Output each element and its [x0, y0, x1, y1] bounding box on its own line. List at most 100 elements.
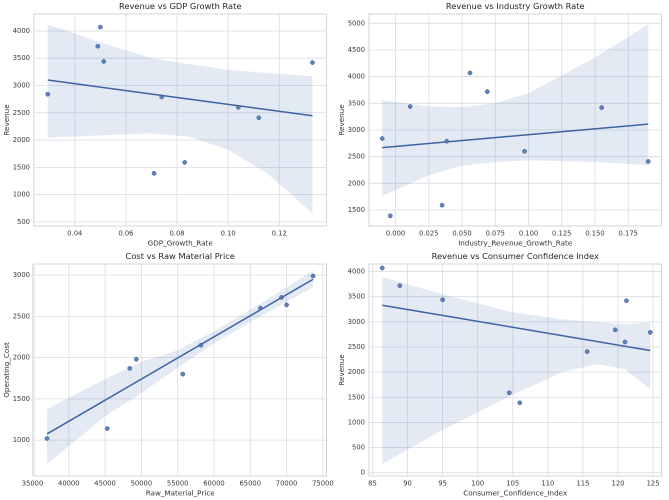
y-tick-label: 0 — [360, 469, 364, 477]
x-axis-label: Raw_Material_Price — [146, 488, 216, 497]
data-point — [279, 295, 284, 300]
regression-line — [46, 278, 314, 435]
data-point — [310, 60, 315, 65]
data-point — [180, 371, 186, 377]
y-tick-label: 5000 — [347, 19, 364, 27]
subplot-cost-vs-raw-material-price: 35000 40000 45000 50000 55000 60000 65000 70000… — [0, 250, 335, 500]
chart-title: Revenue vs GDP Growth Rate — [119, 1, 241, 11]
chart-revenue-vs-consumer-confidence-index: 85 90 95 100 105 110 115 120 125 0 500 1000 1500 2000… — [334, 250, 669, 500]
x-tick-label: 0.050 — [452, 229, 471, 237]
data-point — [516, 400, 522, 406]
data-point — [584, 349, 589, 354]
data-point — [95, 43, 101, 49]
y-tick-label: 3500 — [13, 54, 30, 62]
plot-background — [0, 250, 335, 500]
data-point — [104, 426, 110, 431]
data-point — [439, 202, 444, 208]
x-tick-label: 65000 — [240, 479, 262, 487]
data-point — [101, 59, 107, 64]
y-tick-label: 500 — [352, 444, 365, 452]
data-point — [484, 89, 490, 94]
y-tick-label: 2000 — [13, 136, 30, 144]
data-point — [379, 136, 385, 141]
confidence-band — [381, 277, 650, 464]
axes-spines — [33, 263, 327, 477]
y-tick-label: 2000 — [13, 354, 30, 362]
x-tick-label: 50000 — [131, 479, 153, 487]
y-tick-label: 2500 — [347, 153, 364, 161]
confidence-band — [381, 24, 648, 197]
y-tick-label: 1000 — [13, 436, 30, 444]
data-point — [133, 356, 139, 362]
axes-spines — [33, 13, 327, 227]
chart-title: Cost vs Raw Material Price — [126, 251, 235, 261]
data-point — [647, 330, 653, 335]
y-tick-label: 500 — [17, 218, 30, 226]
x-tick-label: 0.06 — [118, 229, 133, 237]
chart-revenue-vs-industry-growth-rate: 0.000 0.025 0.050 0.075 0.100 0.125 0.150 0.175… — [334, 0, 669, 250]
regression-line — [381, 123, 648, 149]
y-axis-label: Revenue — [336, 104, 345, 136]
data-point — [622, 339, 627, 345]
x-tick-label: 0.12 — [272, 229, 287, 237]
chart-title: Revenue vs Industry Growth Rate — [445, 1, 584, 11]
data-point — [506, 390, 512, 396]
x-tick-label: 85 — [368, 479, 377, 487]
data-point — [467, 70, 472, 76]
y-axis-label: Revenue — [336, 354, 345, 386]
regression-line — [381, 304, 650, 352]
y-axis-label: Revenue — [2, 104, 11, 136]
x-tick-label: 0.100 — [518, 229, 537, 237]
x-tick-label: 0.08 — [169, 229, 184, 237]
y-tick-label: 3000 — [13, 271, 30, 279]
x-tick-label: 90 — [403, 479, 412, 487]
x-tick-label: 75000 — [312, 479, 334, 487]
y-tick-label: 2000 — [347, 179, 364, 187]
plot-background — [0, 0, 335, 250]
y-tick-label: 1500 — [347, 393, 364, 401]
chart-revenue-vs-gdp-growth-rate: 0.04 0.06 0.08 0.10 0.12 500 1000 1500 2000 2500 3… — [0, 0, 335, 250]
x-tick-label: 0.025 — [419, 229, 438, 237]
y-tick-label: 1500 — [347, 206, 364, 214]
data-point — [443, 138, 449, 144]
y-tick-label: 4500 — [347, 46, 364, 54]
y-tick-label: 3500 — [347, 293, 364, 301]
x-tick-label: 0.125 — [552, 229, 571, 237]
x-tick-label: 0.04 — [67, 229, 82, 237]
chart-title: Revenue vs Consumer Confidence Index — [431, 251, 598, 261]
x-tick-label: 0.175 — [618, 229, 637, 237]
data-point — [396, 283, 402, 288]
data-point — [151, 170, 157, 176]
y-tick-label: 4000 — [13, 27, 30, 35]
subplot-revenue-vs-gdp-growth-rate: 0.04 0.06 0.08 0.10 0.12 500 1000 1500 2000 2500 3… — [0, 0, 335, 250]
x-tick-label: 0.10 — [221, 229, 236, 237]
regression-line — [47, 79, 313, 117]
data-point — [598, 105, 604, 110]
data-point — [258, 305, 263, 311]
x-tick-label: 105 — [506, 479, 519, 487]
x-tick-label: 0.150 — [585, 229, 604, 237]
y-tick-label: 3000 — [347, 318, 364, 326]
x-axis-label: Industry_Revenue_Growth_Rate — [458, 238, 573, 247]
x-axis-label: GDP_Growth_Rate — [148, 238, 214, 247]
plot-background — [334, 250, 669, 500]
x-axis-label: Consumer_Confidence_Index — [463, 488, 568, 497]
data-point — [439, 297, 445, 303]
axes-spines — [367, 263, 662, 477]
data-point — [387, 213, 393, 219]
x-tick-label: 115 — [576, 479, 589, 487]
x-tick-label: 60000 — [203, 479, 225, 487]
y-tick-label: 1000 — [347, 418, 364, 426]
x-tick-label: 125 — [646, 479, 659, 487]
x-tick-label: 0.075 — [485, 229, 504, 237]
data-point — [198, 342, 204, 348]
data-point — [521, 148, 527, 154]
data-point — [612, 327, 618, 333]
axes-spines — [367, 13, 662, 227]
data-point — [256, 115, 262, 121]
x-tick-label: 120 — [611, 479, 624, 487]
data-point — [159, 94, 165, 100]
y-tick-label: 3500 — [347, 99, 364, 107]
x-tick-label: 70000 — [276, 479, 298, 487]
